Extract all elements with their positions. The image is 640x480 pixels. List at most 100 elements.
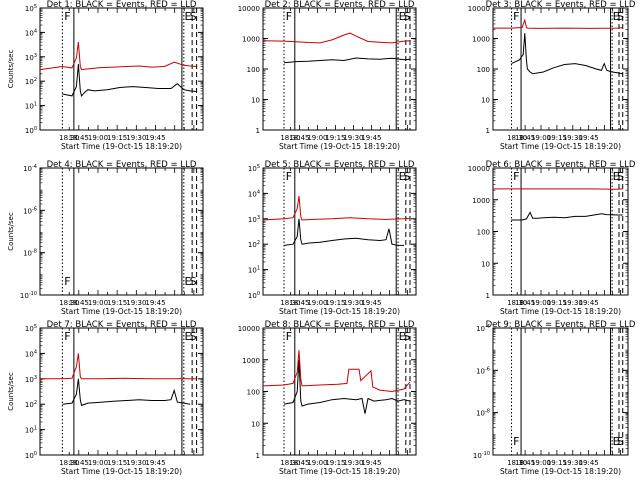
panel-det-6: Det 6: BLACK = Events, RED = LLD 1 10 100 10… <box>468 160 636 316</box>
marker-letter-s: S <box>617 10 624 23</box>
y-tick-label: 100 <box>25 451 37 460</box>
x-tick-label: 19:15 <box>547 459 567 467</box>
events-series-line <box>283 218 404 246</box>
x-tick-label: 19:45 <box>579 459 599 467</box>
y-tick-label: 1 <box>256 452 260 460</box>
panel-det-2: Det 2: BLACK = Events, RED = LLD 1 10 100 10… <box>238 0 417 151</box>
x-tick-label: 19:45 <box>145 459 165 467</box>
y-tick-label: 100 <box>247 66 260 74</box>
x-tick-label: 19:15 <box>325 299 345 307</box>
x-tick-label: 19:00 <box>531 134 551 142</box>
x-tick-label: 18:30 <box>59 459 79 467</box>
marker-letter-f: F <box>513 170 519 183</box>
x-tick-label: 19:15 <box>325 134 345 142</box>
y-tick-label: 104 <box>25 349 37 358</box>
x-tick-label: 19:45 <box>361 459 381 467</box>
lld-series-line <box>262 350 411 393</box>
y-tick-label: 1000 <box>472 36 490 44</box>
x-tick-label: 18:30 <box>280 459 300 467</box>
x-tick-label: 19:30 <box>563 459 583 467</box>
x-tick-label: 19:30 <box>343 459 363 467</box>
y-tick-label: 103 <box>25 53 37 62</box>
marker-letter-s: S <box>190 275 197 288</box>
marker-letter-f: F <box>64 10 70 23</box>
x-tick-label: 18:30 <box>59 134 79 142</box>
marker-letter-e: E <box>399 170 406 183</box>
marker-letter-f: F <box>64 275 70 288</box>
events-series-line <box>283 359 411 414</box>
plot-title: Det 1: BLACK = Events, RED = LLD <box>47 0 197 10</box>
x-tick-label: 19:15 <box>107 299 127 307</box>
x-axis-label: Start Time (19-Oct-15 18:19:20) <box>500 307 621 316</box>
marker-letter-f: F <box>286 170 292 183</box>
events-series-line <box>511 33 623 75</box>
plot-frame <box>262 167 417 296</box>
x-tick-label: 19:45 <box>579 134 599 142</box>
plot-title: Det 3: BLACK = Events, RED = LLD <box>486 0 636 10</box>
x-axis-label: Start Time (19-Oct-15 18:19:20) <box>500 142 621 151</box>
x-tick-label: 19:45 <box>145 299 165 307</box>
events-series-line <box>62 64 197 97</box>
y-tick-label: 10000 <box>238 5 260 13</box>
panel-det-5: Det 5: BLACK = Events, RED = LLD 100 101 10… <box>248 160 417 316</box>
plot-title: Det 5: BLACK = Events, RED = LLD <box>265 160 415 170</box>
lld-series-line <box>39 42 197 71</box>
y-tick-label: 10-4 <box>23 164 37 173</box>
x-tick-label: 19:00 <box>307 299 327 307</box>
marker-letter-s: S <box>617 435 624 448</box>
plot-title: Det 8: BLACK = Events, RED = LLD <box>265 320 415 330</box>
x-axis-label: Start Time (19-Oct-15 18:19:20) <box>279 307 400 316</box>
marker-letter-e: E <box>613 435 620 448</box>
panel-det-7: Det 7: BLACK = Events, RED = LLD Counts/s… <box>7 320 204 476</box>
x-tick-label: 18:45 <box>515 134 535 142</box>
y-tick-label: 105 <box>25 324 37 333</box>
y-tick-label: 102 <box>25 400 37 409</box>
x-tick-label: 19:30 <box>563 134 583 142</box>
marker-letter-s: S <box>617 170 624 183</box>
x-tick-label: 19:15 <box>547 134 567 142</box>
y-tick-label: 10-8 <box>23 249 37 258</box>
x-tick-label: 19:00 <box>88 299 108 307</box>
y-tick-label: 1 <box>486 127 490 135</box>
events-series-line <box>62 378 191 407</box>
y-tick-label: 10-8 <box>476 409 490 418</box>
y-tick-label: 1000 <box>242 357 260 365</box>
plot-frame <box>39 7 204 131</box>
y-tick-label: 100 <box>247 389 260 397</box>
y-axis-label: Counts/sec <box>7 50 15 89</box>
y-tick-label: 1 <box>486 292 490 300</box>
y-tick-label: 103 <box>248 215 260 224</box>
y-tick-label: 102 <box>248 240 260 249</box>
marker-letter-s: S <box>190 10 197 23</box>
x-tick-label: 18:30 <box>59 299 79 307</box>
x-tick-label: 19:15 <box>547 299 567 307</box>
x-tick-label: 19:45 <box>361 299 381 307</box>
y-tick-label: 101 <box>25 102 37 111</box>
y-tick-label: 10-6 <box>23 206 37 215</box>
y-tick-label: 105 <box>248 164 260 173</box>
y-tick-label: 103 <box>25 375 37 384</box>
x-tick-label: 18:45 <box>515 459 535 467</box>
marker-letter-e: E <box>399 330 406 343</box>
x-tick-label: 19:15 <box>107 459 127 467</box>
marker-letter-f: F <box>513 10 519 23</box>
x-tick-label: 19:30 <box>126 459 146 467</box>
lld-series-line <box>262 195 411 221</box>
events-series-line <box>511 211 623 221</box>
x-tick-label: 19:15 <box>325 459 345 467</box>
x-tick-label: 18:45 <box>289 299 309 307</box>
events-series-line <box>283 57 411 64</box>
x-tick-label: 19:00 <box>307 459 327 467</box>
x-tick-label: 18:45 <box>69 134 89 142</box>
y-tick-label: 10-4 <box>476 324 490 333</box>
x-tick-label: 18:30 <box>507 134 527 142</box>
y-tick-label: 102 <box>25 77 37 86</box>
marker-letter-f: F <box>64 330 70 343</box>
y-tick-label: 1000 <box>242 36 260 44</box>
panel-det-9: Det 9: BLACK = Events, RED = LLD 10-10 10-… <box>473 320 636 476</box>
panel-det-1: Det 1: BLACK = Events, RED = LLD Counts/s… <box>7 0 204 151</box>
plot-title: Det 9: BLACK = Events, RED = LLD <box>486 320 636 330</box>
y-tick-label: 10000 <box>238 325 260 333</box>
plot-title: Det 2: BLACK = Events, RED = LLD <box>265 0 415 10</box>
